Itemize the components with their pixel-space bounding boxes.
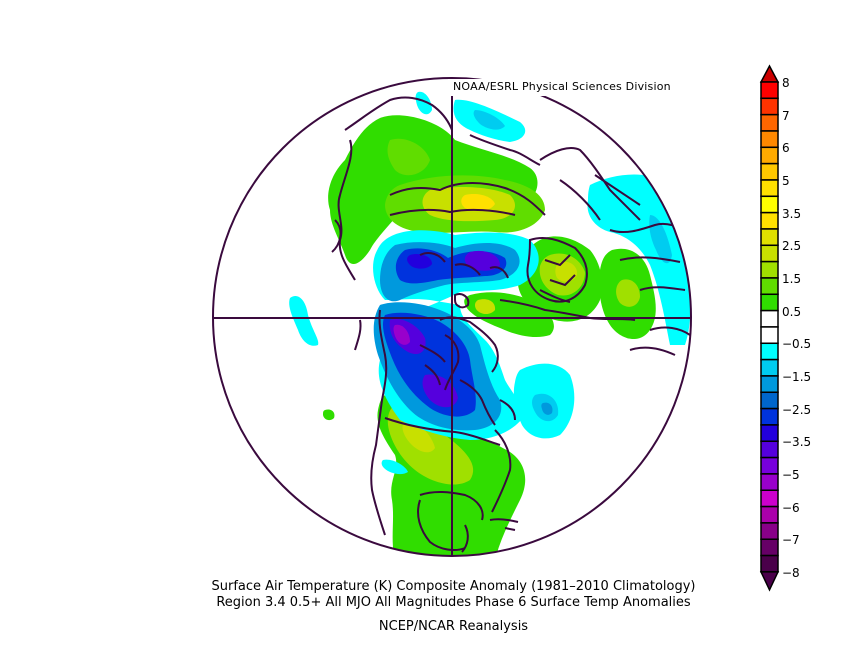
colorbar-swatch xyxy=(760,375,779,394)
caption-line-2: Region 3.4 0.5+ All MJO All Magnitudes P… xyxy=(216,595,691,610)
cold-anomaly-iceland xyxy=(415,91,432,115)
colorbar-swatch xyxy=(760,391,779,410)
warm-anomaly-siberia-max xyxy=(461,194,495,212)
colorbar xyxy=(759,64,780,592)
colorbar-label: −3.5 xyxy=(782,435,812,449)
colorbar-swatch xyxy=(760,162,779,181)
colorbar-swatch xyxy=(760,146,779,165)
colorbar-swatch xyxy=(760,277,779,296)
colorbar-swatch xyxy=(760,456,779,475)
colorbar-swatch xyxy=(760,260,779,279)
colorbar-label: 2.5 xyxy=(782,239,802,253)
colorbar-swatch xyxy=(760,522,779,540)
colorbar-swatch xyxy=(760,424,779,443)
cold-anomaly-west-atlantic-max xyxy=(541,402,553,415)
colorbar-label: 1.5 xyxy=(782,272,802,286)
colorbar-over-triangle xyxy=(759,64,780,83)
graticule xyxy=(213,78,691,556)
colorbar-label: −5 xyxy=(782,468,800,482)
colorbar-swatch xyxy=(760,407,779,426)
colorbar-swatch xyxy=(760,538,779,557)
colorbar-label: 5 xyxy=(782,174,790,188)
warm-anomaly-mideast-core xyxy=(616,279,640,307)
colorbar-swatch xyxy=(760,293,779,312)
colorbar-label: −7 xyxy=(782,533,800,547)
colorbar-label: 0.5 xyxy=(782,305,802,319)
map-boundary xyxy=(212,77,692,557)
colorbar-label: 8 xyxy=(782,76,790,90)
warm-anomaly-na-max xyxy=(402,420,435,453)
colorbar-swatch xyxy=(760,326,779,345)
cold-anomaly-pacific xyxy=(289,295,319,346)
colorbar-swatch xyxy=(760,505,779,524)
cold-anomaly-north-atlantic-core xyxy=(473,110,505,130)
colorbar-label: 3.5 xyxy=(782,207,802,221)
colorbar-swatch xyxy=(760,195,779,214)
colorbar-label: −8 xyxy=(782,566,800,580)
cold-anomaly-hudson xyxy=(422,374,458,408)
colorbar-label: −0.5 xyxy=(782,337,812,351)
colorbar-swatch xyxy=(760,211,779,230)
colorbar-swatch xyxy=(760,179,779,198)
caption-line-1: Surface Air Temperature (K) Composite An… xyxy=(211,579,696,594)
colorbar-swatch xyxy=(760,81,779,100)
colorbar-swatch xyxy=(760,130,779,149)
colorbar-swatch xyxy=(760,342,779,361)
colorbar-swatch xyxy=(760,228,779,247)
colorbar-label: −2.5 xyxy=(782,403,812,417)
colorbar-swatch xyxy=(760,489,779,508)
colorbar-under-triangle xyxy=(759,571,780,592)
warm-anomaly-europe-max xyxy=(555,261,578,282)
colorbar-label: −6 xyxy=(782,501,800,515)
coastlines xyxy=(331,96,691,553)
cold-anomaly-siberia-max xyxy=(464,250,500,271)
cold-anomaly-western-us xyxy=(381,459,408,475)
colorbar-label: 6 xyxy=(782,141,790,155)
colorbar-label: 7 xyxy=(782,109,790,123)
caption-line-3: NCEP/NCAR Reanalysis xyxy=(378,619,529,634)
credit-text: NOAA/ESRL Physical Sciences Division xyxy=(453,80,671,93)
colorbar-swatch xyxy=(760,97,779,116)
warm-anomaly-atlantic-core xyxy=(474,299,496,315)
colorbar-swatch xyxy=(760,309,779,328)
colorbar-swatch xyxy=(760,440,779,459)
credit-background xyxy=(448,79,693,96)
colorbar-swatch xyxy=(760,554,779,573)
cold-anomaly-east-asia-core xyxy=(649,215,672,264)
warm-anomaly-north-sea xyxy=(387,138,430,176)
colorbar-swatch xyxy=(760,358,779,377)
cold-anomaly-barents xyxy=(407,254,432,269)
colorbar-swatch xyxy=(760,473,779,492)
colorbar-label: −1.5 xyxy=(782,370,812,384)
cold-anomaly-east-asia xyxy=(587,174,691,345)
warm-anomaly-pacific-dot xyxy=(323,409,335,421)
colorbar-swatch xyxy=(760,113,779,132)
colorbar-swatch xyxy=(760,244,779,263)
cold-anomaly-alaska-max xyxy=(393,324,410,345)
